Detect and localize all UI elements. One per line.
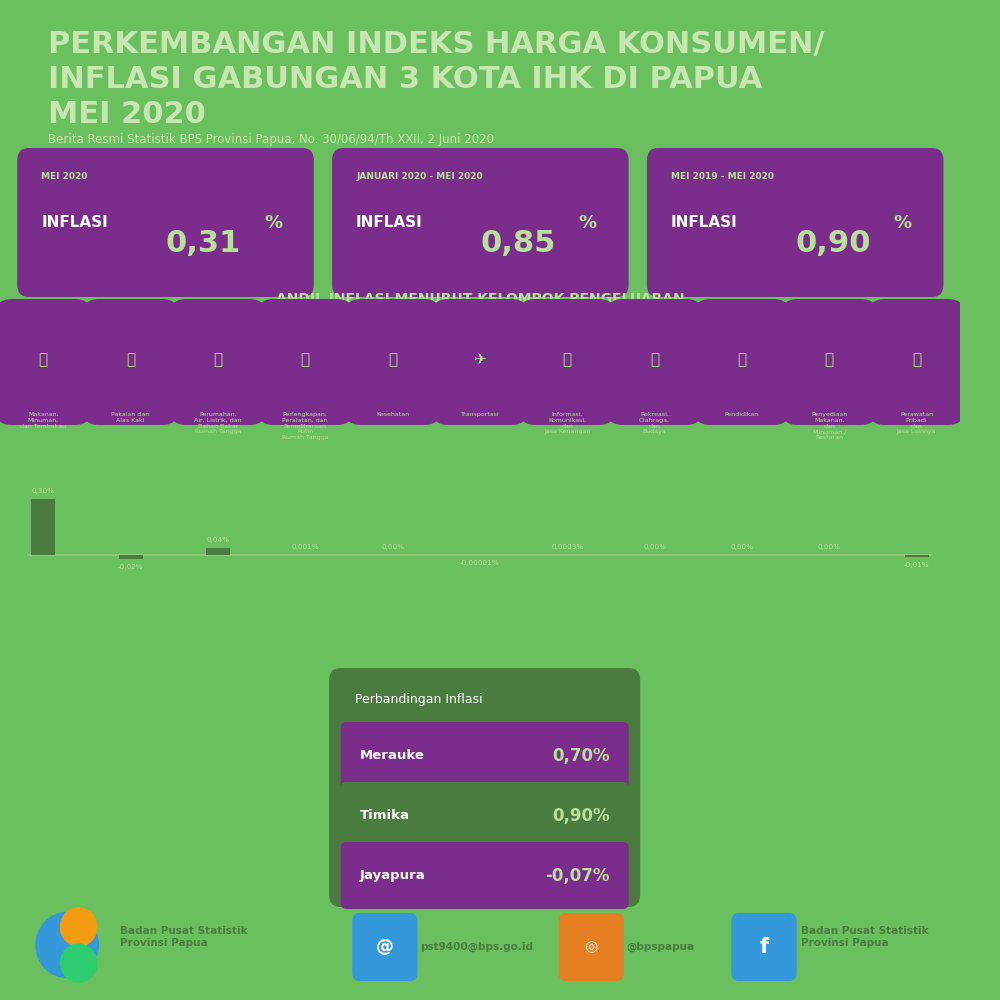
FancyBboxPatch shape [518, 299, 616, 425]
Text: 0,85: 0,85 [480, 229, 556, 258]
Text: 0,00%: 0,00% [643, 544, 666, 550]
Text: Pendidikan: Pendidikan [725, 412, 759, 417]
FancyBboxPatch shape [731, 913, 797, 981]
Text: Berita Resmi Statistik BPS Provinsi Papua, No. 30/06/94/Th.XXII, 2 Juni 2020: Berita Resmi Statistik BPS Provinsi Papu… [48, 133, 494, 146]
FancyBboxPatch shape [780, 299, 878, 425]
Text: ◎: ◎ [585, 940, 598, 954]
FancyBboxPatch shape [606, 299, 703, 425]
Text: 👔: 👔 [126, 353, 135, 367]
Text: Badan Pusat Statistik
Provinsi Papua: Badan Pusat Statistik Provinsi Papua [801, 926, 929, 948]
Text: 0,001%: 0,001% [291, 544, 319, 550]
Text: INFLASI: INFLASI [41, 215, 108, 230]
FancyBboxPatch shape [82, 299, 179, 425]
Text: 0,00%: 0,00% [381, 544, 404, 550]
Text: 📱: 📱 [563, 353, 572, 367]
Text: INFLASI GABUNGAN 3 KOTA IHK DI PAPUA: INFLASI GABUNGAN 3 KOTA IHK DI PAPUA [48, 65, 762, 94]
Text: %: % [894, 214, 912, 232]
Text: MEI 2019 - MEI 2020: MEI 2019 - MEI 2020 [671, 172, 774, 181]
Text: PERKEMBANGAN INDEKS HARGA KONSUMEN/: PERKEMBANGAN INDEKS HARGA KONSUMEN/ [48, 30, 824, 59]
FancyBboxPatch shape [31, 499, 55, 555]
Text: Penyediaan
Makanan,
dan
Minuman /
Restoran: Penyediaan Makanan, dan Minuman / Restor… [811, 412, 847, 440]
Text: 0,31: 0,31 [166, 229, 241, 258]
Ellipse shape [36, 912, 98, 978]
FancyBboxPatch shape [341, 722, 629, 789]
FancyBboxPatch shape [431, 299, 529, 425]
FancyBboxPatch shape [206, 548, 230, 555]
Text: %: % [579, 214, 597, 232]
Text: -0,02%: -0,02% [118, 564, 143, 570]
FancyBboxPatch shape [17, 148, 314, 297]
FancyBboxPatch shape [256, 299, 354, 425]
Text: 0,00%: 0,00% [818, 544, 841, 550]
Text: Pakaian dan
Alas Kaki: Pakaian dan Alas Kaki [111, 412, 150, 423]
Text: MEI 2020: MEI 2020 [48, 100, 206, 129]
FancyBboxPatch shape [868, 299, 966, 425]
Text: 🍽: 🍽 [39, 353, 48, 367]
Text: 0,70%: 0,70% [552, 746, 609, 764]
FancyBboxPatch shape [332, 148, 629, 297]
Text: 🍟: 🍟 [825, 353, 834, 367]
Text: 0,30%: 0,30% [32, 488, 55, 494]
Text: ANDIL INFLASI MENURUT KELOMPOK PENGELUARAN: ANDIL INFLASI MENURUT KELOMPOK PENGELUAR… [276, 292, 684, 306]
FancyBboxPatch shape [693, 299, 791, 425]
Ellipse shape [60, 944, 97, 982]
Text: Perlengkapan,
Peralatan, dan
Pemeliharaan
Rutin
Rumah Tangga: Perlengkapan, Peralatan, dan Pemeliharaa… [282, 412, 329, 440]
Text: Transportasi: Transportasi [461, 412, 499, 417]
Text: pst9400@bps.go.id: pst9400@bps.go.id [420, 942, 533, 952]
Text: 🔧: 🔧 [301, 353, 310, 367]
Ellipse shape [60, 908, 97, 946]
Text: 💊: 💊 [388, 353, 397, 367]
Text: Rekreasi,
Olahraga,
dan
Budaya: Rekreasi, Olahraga, dan Budaya [639, 412, 670, 434]
Text: 0,0003%: 0,0003% [551, 544, 583, 550]
Text: f: f [759, 937, 769, 957]
FancyBboxPatch shape [344, 299, 441, 425]
FancyBboxPatch shape [559, 913, 624, 981]
Text: Perbandingan Inflasi: Perbandingan Inflasi [355, 693, 483, 706]
FancyBboxPatch shape [341, 782, 629, 849]
Text: 🎓: 🎓 [737, 353, 746, 367]
Text: Informasi,
Komunikasi,
dan
Jasa Keuangan: Informasi, Komunikasi, dan Jasa Keuangan [544, 412, 590, 434]
Text: @: @ [376, 938, 394, 956]
FancyBboxPatch shape [352, 913, 417, 981]
Text: -0,07%: -0,07% [545, 866, 609, 884]
FancyBboxPatch shape [169, 299, 267, 425]
FancyBboxPatch shape [329, 668, 640, 907]
Text: -0,00001%: -0,00001% [460, 560, 500, 566]
Text: 💄: 💄 [912, 353, 921, 367]
Text: 0,00%: 0,00% [730, 544, 753, 550]
Text: Perawatan
Pribadi
dan
Jasa Lainnya: Perawatan Pribadi dan Jasa Lainnya [897, 412, 936, 434]
Text: Timika: Timika [360, 809, 410, 822]
Text: Badan Pusat Statistik
Provinsi Papua: Badan Pusat Statistik Provinsi Papua [120, 926, 248, 948]
Text: Kesehatan: Kesehatan [376, 412, 409, 417]
Text: Makanan,
Minuman,
dan Tembakau: Makanan, Minuman, dan Tembakau [20, 412, 66, 429]
FancyBboxPatch shape [647, 148, 943, 297]
Text: INFLASI: INFLASI [671, 215, 738, 230]
Text: 🎭: 🎭 [650, 353, 659, 367]
Text: INFLASI: INFLASI [356, 215, 423, 230]
Text: @bpspapua: @bpspapua [627, 942, 695, 952]
Text: -0,01%: -0,01% [904, 562, 929, 568]
Text: Perumahan,
Air, Listrik, dan
Bahan Bakar
Rumah Tangga: Perumahan, Air, Listrik, dan Bahan Bakar… [194, 412, 242, 434]
Text: MEI 2020: MEI 2020 [41, 172, 88, 181]
Text: 🏠: 🏠 [213, 353, 222, 367]
FancyBboxPatch shape [119, 555, 143, 559]
FancyBboxPatch shape [341, 842, 629, 909]
Text: ✈: ✈ [474, 353, 486, 367]
Text: JANUARI 2020 - MEI 2020: JANUARI 2020 - MEI 2020 [356, 172, 483, 181]
Text: 0,90%: 0,90% [552, 806, 609, 824]
FancyBboxPatch shape [905, 555, 929, 557]
Text: %: % [264, 214, 282, 232]
Text: 0,90: 0,90 [795, 229, 871, 258]
Text: Jayapura: Jayapura [360, 869, 426, 882]
FancyBboxPatch shape [0, 299, 92, 425]
Text: 0,04%: 0,04% [206, 537, 229, 543]
Text: Merauke: Merauke [360, 749, 425, 762]
